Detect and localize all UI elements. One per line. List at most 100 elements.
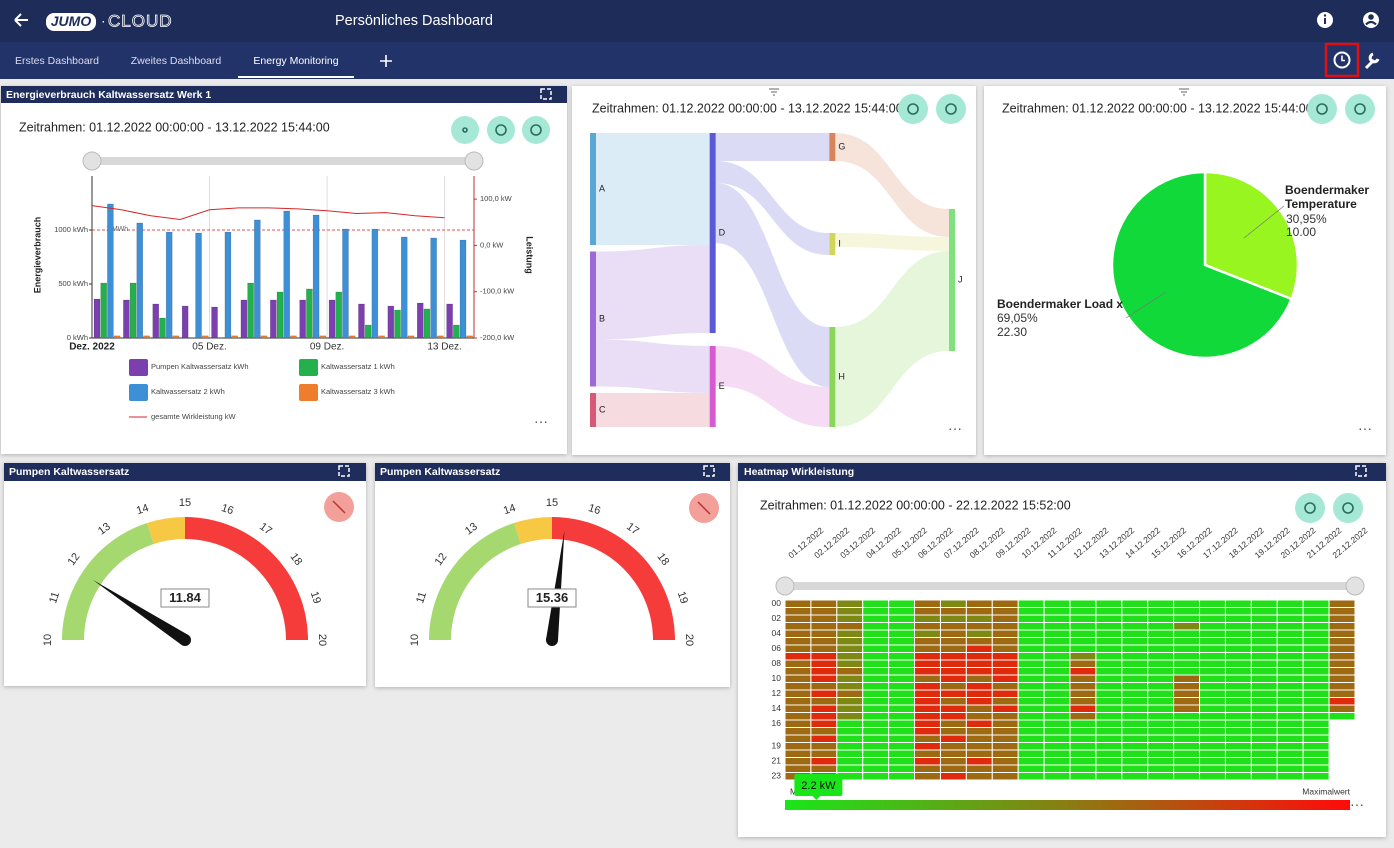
heatmap-cell (1250, 689, 1278, 698)
heatmap-cell (1173, 689, 1201, 698)
heatmap-cell (1224, 719, 1252, 728)
heatmap-cell (1276, 764, 1304, 773)
x-tick-label: Dez. 2022 (69, 342, 115, 353)
slider-handle[interactable] (82, 151, 102, 171)
pie-label: Boendermaker Temperature (1285, 183, 1370, 211)
heatmap-cell (1173, 719, 1201, 728)
info-button[interactable] (1317, 12, 1333, 28)
slider-handle[interactable] (775, 576, 795, 596)
heatmap-cell (862, 704, 890, 713)
gauge-tick-label: 16 (587, 502, 602, 517)
expand-button[interactable] (540, 88, 552, 100)
heatmap-cell (991, 667, 1019, 676)
heatmap-cell (810, 637, 838, 646)
menu-button[interactable]: ⋯ (1350, 797, 1364, 813)
heatmap-cell (1043, 772, 1071, 781)
leader-line (1243, 205, 1285, 239)
heatmap-cell (1199, 764, 1226, 773)
heatmap-cell (1121, 637, 1149, 646)
history-button[interactable] (522, 116, 550, 144)
heatmap-cell (836, 599, 864, 608)
menu-button[interactable]: ⋯ (948, 421, 962, 437)
heatmap-cell (1017, 749, 1045, 758)
expand-button[interactable] (703, 465, 715, 477)
heatmap-cell (1043, 757, 1071, 766)
back-button[interactable] (14, 13, 28, 27)
heatmap-cell (1069, 764, 1097, 773)
heatmap-cell (1224, 652, 1252, 661)
heatmap-cell (1199, 719, 1226, 728)
filter-icon[interactable] (1179, 88, 1189, 96)
history-button[interactable] (1345, 94, 1375, 124)
add-tab-button[interactable] (380, 55, 392, 67)
heatmap-cell (862, 682, 890, 691)
bar (371, 228, 379, 339)
heatmap-cell (1250, 704, 1278, 713)
menu-button[interactable]: ⋯ (1358, 421, 1372, 437)
heatmap-cell (1328, 674, 1356, 683)
heatmap-cell (784, 644, 812, 653)
heatmap-cell (1095, 704, 1123, 713)
heatmap-cell (1017, 757, 1045, 766)
heatmap-cell (888, 734, 916, 743)
refresh-button[interactable] (1295, 493, 1325, 523)
tab[interactable]: Energy Monitoring (253, 55, 338, 67)
heatmap-cell (991, 697, 1019, 706)
heatmap-cell (1224, 757, 1252, 766)
y2-tick-label: -200,0 kW (480, 333, 515, 342)
y-tick-label: 06 (772, 643, 782, 653)
sankey-node (590, 251, 596, 387)
heatmap-cell (1121, 727, 1149, 736)
history-button[interactable] (1333, 493, 1363, 523)
app-bar (0, 0, 1394, 42)
history-button[interactable] (936, 94, 966, 124)
account-button[interactable] (1363, 12, 1379, 28)
heatmap-cell (1224, 644, 1252, 653)
heatmap-cell (914, 622, 941, 631)
heatmap-cell (1276, 659, 1304, 668)
heatmap-cell (1250, 764, 1278, 773)
heatmap-cell (810, 712, 838, 721)
heatmap-cell (991, 719, 1019, 728)
filter-icon[interactable] (769, 88, 779, 96)
heatmap-cell (1276, 644, 1304, 653)
heatmap-cell (965, 599, 993, 608)
bar (348, 335, 356, 339)
slider-handle[interactable] (1345, 576, 1365, 596)
heatmap-cell (1250, 629, 1278, 638)
y-tick-label: 19 (772, 741, 782, 751)
heatmap-cell (1302, 644, 1330, 653)
live-button[interactable] (451, 116, 479, 144)
refresh-button[interactable] (898, 94, 928, 124)
logo: JUMO (51, 13, 92, 29)
heatmap-cell (914, 757, 941, 766)
refresh-button[interactable] (1307, 94, 1337, 124)
heatmap-cell (810, 749, 838, 758)
heatmap-cell (939, 637, 967, 646)
tab[interactable]: Erstes Dashboard (15, 55, 99, 67)
tab[interactable]: Zweites Dashboard (131, 55, 222, 67)
heatmap-cell (862, 674, 890, 683)
expand-button[interactable] (1355, 465, 1367, 477)
refresh-button[interactable] (487, 116, 515, 144)
heatmap-cell (1328, 652, 1356, 661)
heatmap-cell (1276, 749, 1304, 758)
gauge-band (552, 517, 675, 640)
settings-button[interactable] (1364, 52, 1380, 70)
heatmap-cell (1224, 734, 1252, 743)
bar (93, 298, 101, 339)
heatmap-cell (1069, 674, 1097, 683)
heatmap-cell (991, 629, 1019, 638)
heatmap-cell (784, 599, 812, 608)
menu-button[interactable]: ⋯ (534, 414, 548, 430)
heatmap-cell (914, 614, 941, 623)
range-slider[interactable] (92, 157, 474, 165)
range-slider[interactable] (785, 582, 1355, 590)
time-button[interactable] (1333, 51, 1351, 69)
heatmap-cell (1250, 674, 1278, 683)
expand-button[interactable] (338, 465, 350, 477)
legend-swatch (299, 384, 318, 401)
heatmap-cell (1302, 712, 1330, 721)
slider-handle[interactable] (464, 151, 484, 171)
bar (231, 335, 238, 339)
